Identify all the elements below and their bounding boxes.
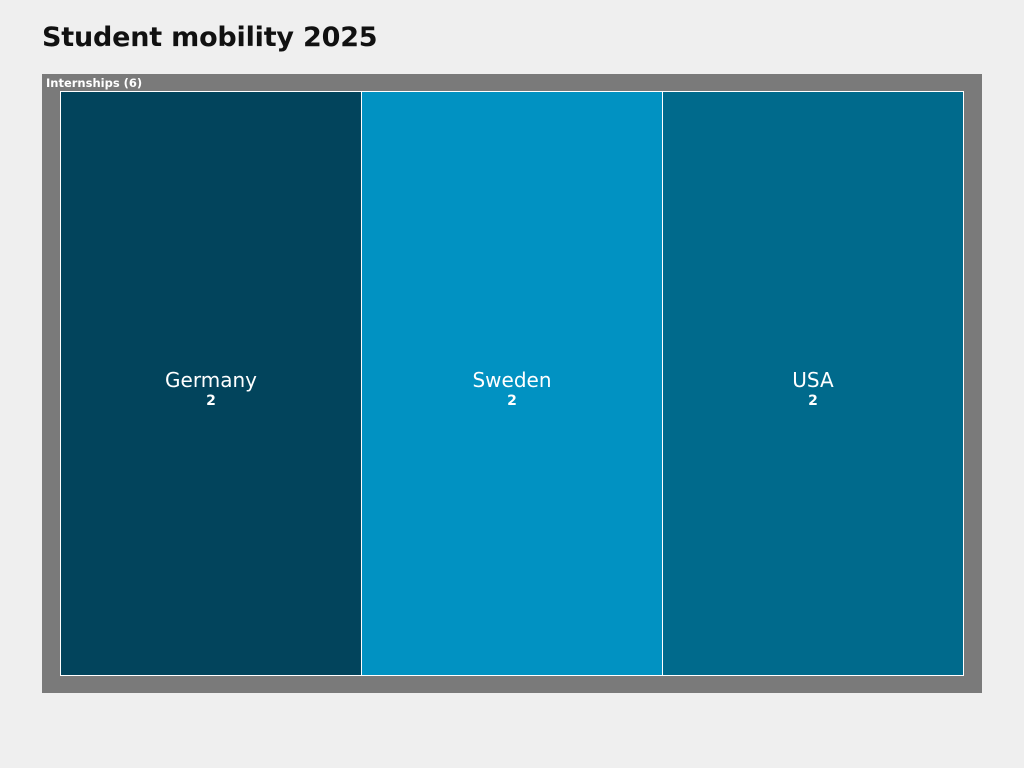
treemap-chart: Internships (6) Germany 2 Sweden 2 USA 2	[42, 74, 982, 693]
treemap-tile-usa[interactable]: USA 2	[662, 91, 964, 676]
treemap-tile-germany[interactable]: Germany 2	[60, 91, 362, 676]
tile-name-label: Germany	[165, 367, 257, 392]
tile-name-label: Sweden	[472, 367, 552, 392]
tile-value-label: 2	[206, 392, 216, 409]
chart-title: Student mobility 2025	[42, 22, 378, 53]
tile-value-label: 2	[808, 392, 818, 409]
group-label-internships: Internships (6)	[46, 76, 143, 90]
tile-label-group: Sweden 2	[362, 368, 662, 410]
tile-name-label: USA	[792, 367, 834, 392]
tile-value-label: 2	[507, 392, 517, 409]
treemap-tile-sweden[interactable]: Sweden 2	[361, 91, 663, 676]
tile-label-group: USA 2	[663, 368, 963, 410]
tile-label-group: Germany 2	[61, 368, 361, 410]
treemap-tiles: Germany 2 Sweden 2 USA 2	[60, 91, 964, 676]
